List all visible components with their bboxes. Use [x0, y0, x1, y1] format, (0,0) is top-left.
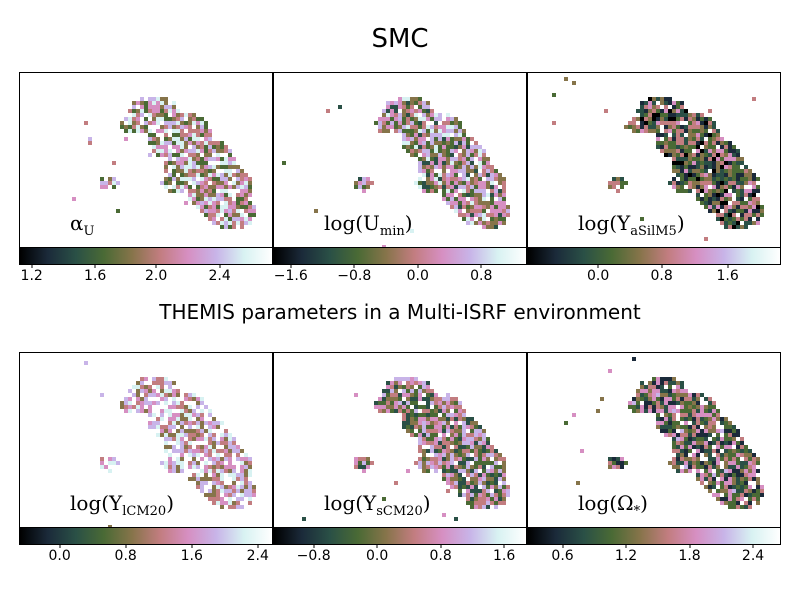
panel-label: log(Umin) [324, 211, 413, 239]
tick-label: 0.8 [114, 548, 137, 564]
figure-title: SMC [371, 24, 429, 54]
tick-label: 2.4 [246, 548, 269, 564]
figure-subtitle: THEMIS parameters in a Multi-ISRF enviro… [159, 300, 641, 324]
tick-label: −0.8 [337, 268, 372, 284]
tick-label: 1.6 [716, 268, 739, 284]
colorbar-omega [527, 527, 781, 545]
tick-label: −1.6 [273, 268, 308, 284]
colorbar-umin [273, 247, 527, 265]
smc-map-image [20, 361, 256, 527]
colorbar-lcm [19, 527, 273, 545]
colorbar-ticks: 0.0 0.8 1.6 [527, 264, 781, 290]
tick-label: 1.8 [678, 548, 701, 564]
map-panel-scm: log(YsCM20) [273, 352, 527, 528]
map-panel-asil: log(YaSilM5) [527, 72, 781, 248]
tick-mark [417, 264, 419, 268]
tick-mark [125, 544, 127, 548]
tick-label: 0.0 [365, 548, 389, 564]
colorbar-ticks: 1.2 1.6 2.0 2.4 [19, 264, 273, 290]
colorbar-scm [273, 527, 527, 545]
tick-mark [597, 264, 599, 268]
tick-label: 1.6 [84, 268, 107, 284]
tick-mark [376, 544, 378, 548]
tick-label: 0.0 [586, 268, 610, 284]
colorbar-alpha [19, 247, 273, 265]
tick-mark [94, 264, 96, 268]
tick-label: 0.8 [470, 268, 493, 284]
tick-label: 0.6 [551, 548, 574, 564]
colorbar-ticks: 0.0 0.8 1.6 2.4 [19, 544, 273, 570]
panel-label: log(YlCM20) [70, 491, 175, 519]
tick-mark [661, 264, 663, 268]
panel-label: log(YsCM20) [324, 491, 431, 519]
tick-mark [31, 264, 33, 268]
tick-mark [191, 544, 193, 548]
tick-mark [562, 544, 564, 548]
tick-mark [257, 544, 259, 548]
smc-map-image [564, 357, 764, 509]
tick-mark [503, 544, 505, 548]
tick-mark [353, 264, 355, 268]
smc-map-image [72, 97, 256, 229]
tick-label: 0.8 [650, 268, 673, 284]
tick-label: 0.8 [429, 548, 452, 564]
smc-map-image [552, 77, 764, 241]
tick-label: 1.6 [180, 548, 203, 564]
tick-mark [752, 544, 754, 548]
tick-mark [727, 264, 729, 268]
tick-mark [480, 264, 482, 268]
panel-label: αU [70, 211, 95, 239]
tick-mark [155, 264, 157, 268]
panel-label: log(YaSilM5) [578, 211, 685, 239]
colorbar-ticks: −1.6 −0.8 0.0 0.8 [273, 264, 527, 290]
tick-label: −0.8 [296, 548, 331, 564]
colorbar-ticks: −0.8 0.0 0.8 1.6 [273, 544, 527, 570]
tick-label: 1.2 [614, 548, 638, 564]
tick-label: 0.0 [406, 268, 429, 284]
colorbar-asil [527, 247, 781, 265]
tick-label: 1.6 [492, 548, 516, 564]
tick-label: 0.0 [48, 548, 71, 564]
tick-mark [59, 544, 61, 548]
tick-label: 2.4 [208, 268, 231, 284]
map-panel-alpha: αU [19, 72, 273, 248]
map-panel-omega: log(Ω*) [527, 352, 781, 528]
tick-mark [313, 544, 315, 548]
smc-map-image [282, 97, 510, 247]
tick-mark [440, 544, 442, 548]
map-panel-lcm: log(YlCM20) [19, 352, 273, 528]
tick-mark [290, 264, 292, 268]
map-panel-umin: log(Umin) [273, 72, 527, 248]
tick-mark [219, 264, 221, 268]
colorbar-ticks: 0.6 1.2 1.8 2.4 [527, 544, 781, 570]
tick-mark [625, 544, 627, 548]
tick-mark [689, 544, 691, 548]
tick-label: 2.0 [145, 268, 168, 284]
smc-map-image [302, 377, 510, 521]
tick-label: 1.2 [20, 268, 43, 284]
tick-label: 2.4 [741, 548, 765, 564]
panel-label: log(Ω*) [578, 491, 648, 519]
